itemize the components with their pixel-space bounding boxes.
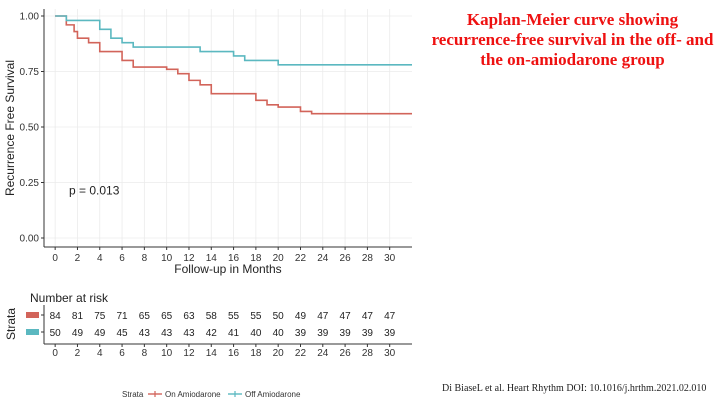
risk-count: 49 xyxy=(94,328,106,339)
plot-panel xyxy=(44,9,412,247)
risk-count: 40 xyxy=(273,328,285,339)
y-tick-label: 0.25 xyxy=(20,178,40,189)
risk-x-tick-label: 26 xyxy=(340,348,352,359)
x-tick-label: 10 xyxy=(161,253,173,264)
risk-x-tick-label: 16 xyxy=(228,348,240,359)
risk-count: 50 xyxy=(273,311,285,322)
strata-swatch xyxy=(26,312,39,318)
risk-x-tick-label: 0 xyxy=(52,348,58,359)
risk-x-tick-label: 2 xyxy=(75,348,81,359)
x-tick-label: 26 xyxy=(340,253,352,264)
risk-count: 47 xyxy=(384,311,396,322)
citation: Di BiaseL et al. Heart Rhythm DOI: 10.10… xyxy=(442,383,707,394)
risk-count: 41 xyxy=(228,328,240,339)
risk-x-tick-label: 10 xyxy=(161,348,173,359)
legend-label: Off Amiodarone xyxy=(245,390,301,399)
risk-x-tick-label: 8 xyxy=(142,348,148,359)
x-tick-label: 2 xyxy=(75,253,81,264)
x-tick-label: 12 xyxy=(183,253,195,264)
x-tick-label: 24 xyxy=(317,253,329,264)
risk-count: 55 xyxy=(250,311,262,322)
x-tick-label: 20 xyxy=(273,253,285,264)
legend-title: Strata xyxy=(122,390,144,399)
legend-label: On Amiodarone xyxy=(165,390,221,399)
risk-x-tick-label: 24 xyxy=(317,348,329,359)
x-tick-label: 30 xyxy=(384,253,396,264)
risk-count: 49 xyxy=(72,328,84,339)
risk-count: 43 xyxy=(183,328,195,339)
risk-count: 75 xyxy=(94,311,106,322)
survival-curve-line xyxy=(55,15,412,115)
risk-count: 39 xyxy=(340,328,352,339)
survival-curve-line xyxy=(55,15,412,66)
strata-axis-title: Strata xyxy=(4,308,18,340)
x-tick-label: 28 xyxy=(362,253,374,264)
risk-count: 49 xyxy=(295,311,307,322)
risk-count: 47 xyxy=(317,311,329,322)
risk-count: 58 xyxy=(206,311,218,322)
risk-count: 43 xyxy=(139,328,151,339)
risk-count: 55 xyxy=(228,311,240,322)
risk-x-tick-label: 4 xyxy=(97,348,103,359)
x-tick-label: 6 xyxy=(119,253,125,264)
y-tick-label: 0.00 xyxy=(20,234,40,245)
risk-count: 42 xyxy=(206,328,218,339)
risk-count: 47 xyxy=(340,311,352,322)
risk-count: 65 xyxy=(161,311,173,322)
x-tick-label: 16 xyxy=(228,253,240,264)
x-tick-label: 8 xyxy=(142,253,148,264)
x-tick-label: 14 xyxy=(206,253,218,264)
x-axis-title: Follow-up in Months xyxy=(174,262,281,276)
risk-x-tick-label: 22 xyxy=(295,348,307,359)
y-axis-title: Recurrence Free Survival xyxy=(3,60,17,196)
x-tick-label: 0 xyxy=(52,253,58,264)
risk-count: 50 xyxy=(50,328,62,339)
risk-x-tick-label: 6 xyxy=(119,348,125,359)
y-tick-label: 1.00 xyxy=(20,12,40,23)
strata-swatch xyxy=(26,329,39,335)
risk-x-tick-label: 20 xyxy=(273,348,285,359)
risk-count: 45 xyxy=(116,328,128,339)
risk-x-tick-label: 14 xyxy=(206,348,218,359)
risk-count: 43 xyxy=(161,328,173,339)
risk-count: 39 xyxy=(295,328,307,339)
risk-x-tick-label: 18 xyxy=(250,348,262,359)
risk-count: 40 xyxy=(250,328,262,339)
x-tick-label: 18 xyxy=(250,253,262,264)
slide-heading: Kaplan-Meier curve showing recurrence-fr… xyxy=(431,10,714,69)
risk-x-tick-label: 28 xyxy=(362,348,374,359)
y-tick-label: 0.50 xyxy=(20,123,40,134)
risk-count: 84 xyxy=(50,311,62,322)
risk-x-tick-label: 12 xyxy=(183,348,195,359)
risk-count: 39 xyxy=(384,328,396,339)
risk-count: 39 xyxy=(317,328,329,339)
p-value-annotation: p = 0.013 xyxy=(69,184,120,198)
x-tick-label: 22 xyxy=(295,253,307,264)
risk-table-title: Number at risk xyxy=(30,291,109,305)
risk-count: 63 xyxy=(183,311,195,322)
risk-x-tick-label: 30 xyxy=(384,348,396,359)
risk-count: 39 xyxy=(362,328,374,339)
risk-count: 47 xyxy=(362,311,374,322)
risk-count: 71 xyxy=(116,311,128,322)
risk-count: 65 xyxy=(139,311,151,322)
y-tick-label: 0.75 xyxy=(20,67,40,78)
risk-count: 81 xyxy=(72,311,84,322)
x-tick-label: 4 xyxy=(97,253,103,264)
